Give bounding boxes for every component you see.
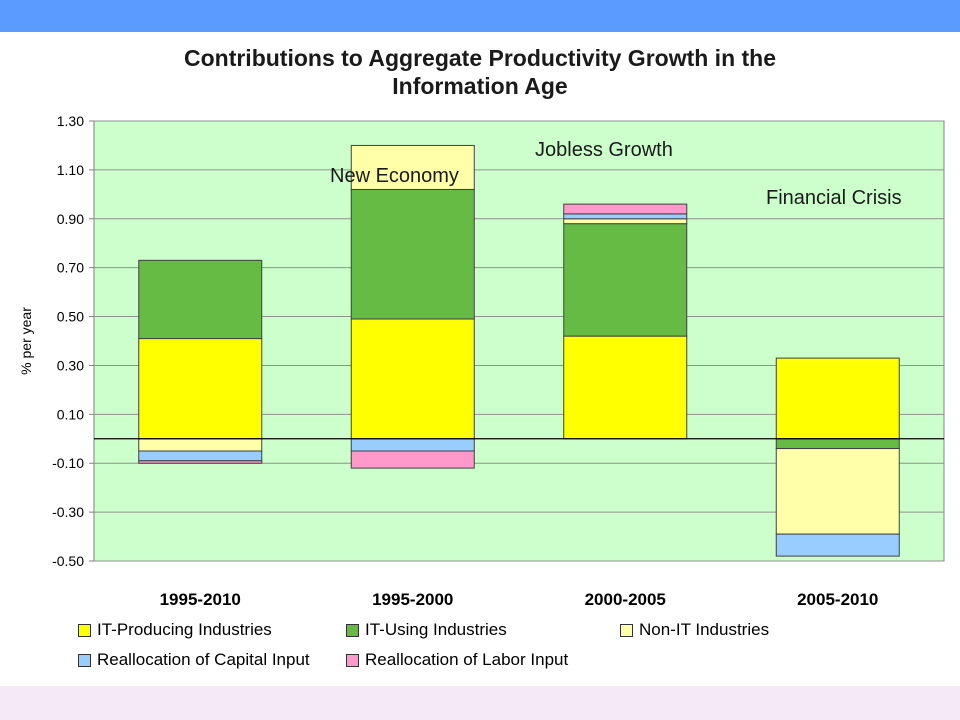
y-tick-label: -0.10 xyxy=(52,455,84,471)
chart-annotation: New Economy xyxy=(330,165,459,187)
bar-segment xyxy=(563,218,688,225)
bar-segment xyxy=(563,213,688,220)
chart-title: Contributions to Aggregate Productivity … xyxy=(0,44,960,100)
legend-swatch xyxy=(346,623,359,637)
top-banner xyxy=(0,0,960,32)
y-tick-label: -0.30 xyxy=(52,504,84,520)
bar-segment xyxy=(775,448,900,535)
bar-segment xyxy=(138,438,263,452)
legend-swatch xyxy=(346,653,359,667)
bar-segment xyxy=(775,357,900,440)
y-tick-label: 0.10 xyxy=(57,406,84,422)
legend-item: Reallocation of Labor Input xyxy=(346,650,568,670)
bar-segment xyxy=(350,144,475,190)
bar-segment xyxy=(138,450,263,462)
legend-item: Reallocation of Capital Input xyxy=(78,650,310,670)
bar-segment xyxy=(775,438,900,450)
legend-label: Reallocation of Capital Input xyxy=(97,650,310,669)
y-tick-label: -0.50 xyxy=(52,553,84,569)
legend-item: IT-Using Industries xyxy=(346,620,507,640)
bar-segment xyxy=(350,318,475,440)
legend-label: Reallocation of Labor Input xyxy=(365,650,569,669)
chart-annotation: Jobless Growth xyxy=(535,139,673,161)
bar-segment xyxy=(350,188,475,320)
legend-swatch xyxy=(78,653,91,667)
y-tick-label: 1.10 xyxy=(57,162,84,178)
legend-label: Non-IT Industries xyxy=(639,620,770,639)
bar-segment xyxy=(138,259,263,340)
y-tick-label: 0.30 xyxy=(57,357,84,373)
bar-segment xyxy=(350,438,475,452)
x-category-label: 2000-2005 xyxy=(585,590,666,609)
y-axis-label: % per year xyxy=(18,307,34,375)
chart-title-line-1: Contributions to Aggregate Productivity … xyxy=(183,45,777,71)
bar-segment xyxy=(563,203,688,215)
legend-label: IT-Using Industries xyxy=(365,620,507,639)
bar-segment xyxy=(138,460,263,464)
legend-item: Non-IT Industries xyxy=(620,620,769,640)
legend-swatch xyxy=(78,623,91,637)
legend-swatch xyxy=(620,623,633,637)
x-category-label: 2005-2010 xyxy=(797,590,878,609)
y-tick-label: 0.70 xyxy=(57,260,84,276)
y-tick-label: 0.90 xyxy=(57,211,84,227)
x-category-label: 1995-2000 xyxy=(372,590,453,609)
legend-label: IT-Producing Industries xyxy=(97,620,272,639)
chart-title-line-2: Information Age xyxy=(392,73,568,99)
bar-segment xyxy=(775,533,900,557)
y-tick-label: 0.50 xyxy=(57,309,84,325)
x-category-label: 1995-2010 xyxy=(160,590,241,609)
legend-item: IT-Producing Industries xyxy=(78,620,272,640)
bar-segment xyxy=(563,223,688,337)
bar-segment xyxy=(350,450,475,469)
bar-segment xyxy=(138,338,263,440)
y-tick-label: 1.30 xyxy=(57,113,84,129)
bar-segment xyxy=(563,335,688,440)
footer-band xyxy=(0,686,960,720)
chart-annotation: Financial Crisis xyxy=(766,187,902,209)
